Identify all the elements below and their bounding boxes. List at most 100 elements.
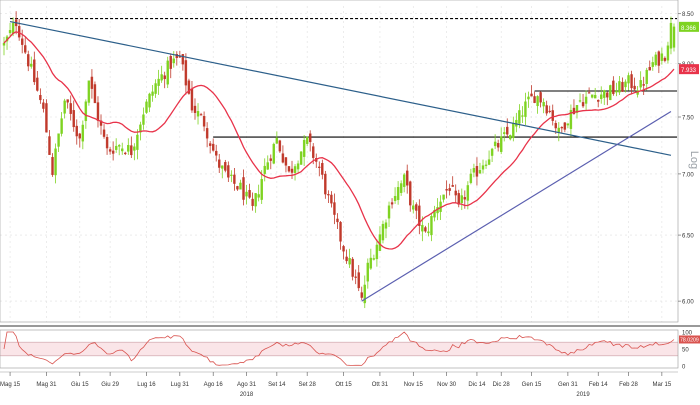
candle-body bbox=[290, 168, 294, 173]
candle-body bbox=[536, 96, 539, 107]
x-tick-label: Ago 16 bbox=[204, 382, 224, 388]
candle-body bbox=[639, 80, 642, 88]
oscillator-tick-label: 0 bbox=[682, 365, 686, 371]
candle-body bbox=[169, 56, 172, 69]
x-tick-label: Gen 15 bbox=[522, 382, 542, 388]
plot-frame bbox=[0, 0, 679, 323]
candle-body bbox=[269, 158, 272, 161]
candle-body bbox=[351, 258, 354, 277]
candle-body bbox=[651, 62, 654, 67]
candle-body bbox=[506, 126, 509, 135]
oscillator-tag-bg bbox=[679, 335, 700, 344]
candle-body bbox=[645, 69, 648, 85]
candle-body bbox=[84, 101, 88, 122]
log-scale-mark: Log bbox=[688, 151, 700, 169]
candle-body bbox=[366, 262, 370, 282]
candle-body bbox=[184, 60, 188, 86]
candle-body bbox=[618, 81, 621, 93]
candle-body bbox=[154, 83, 157, 94]
candle-body bbox=[487, 159, 491, 165]
trendline-down bbox=[9, 20, 672, 156]
y-tick-label: 7.50 bbox=[682, 115, 694, 121]
x-tick-label: Set 28 bbox=[298, 382, 316, 388]
x-tick-label: Lug 31 bbox=[171, 382, 190, 388]
candle-body bbox=[521, 115, 524, 117]
candle-body bbox=[17, 26, 21, 38]
candle-body bbox=[305, 136, 309, 144]
candle-body bbox=[545, 105, 548, 114]
candle-body bbox=[542, 102, 545, 107]
candle-body bbox=[478, 170, 482, 174]
candle-body bbox=[472, 168, 476, 173]
candle-body bbox=[57, 133, 60, 147]
horizontal-levels bbox=[10, 18, 678, 138]
candle-body bbox=[69, 103, 72, 114]
candle-body bbox=[593, 94, 597, 99]
candle-body bbox=[181, 54, 185, 65]
candle-body bbox=[281, 153, 285, 163]
candle-body bbox=[199, 114, 203, 116]
candle-body bbox=[187, 80, 191, 94]
candle-body bbox=[357, 272, 360, 289]
grid-lines bbox=[0, 0, 679, 323]
candle-body bbox=[160, 74, 163, 81]
candle-body bbox=[136, 134, 139, 150]
candle-body bbox=[127, 145, 130, 152]
candle-body bbox=[402, 174, 406, 187]
candle-body bbox=[275, 137, 279, 144]
x-tick-label: Giu 29 bbox=[101, 382, 119, 388]
candle-body bbox=[393, 195, 397, 202]
candle-body bbox=[454, 190, 457, 196]
candle-body bbox=[172, 58, 175, 64]
candle-body bbox=[66, 99, 69, 103]
candle-body bbox=[575, 105, 579, 113]
candle-body bbox=[260, 178, 263, 200]
candle-body bbox=[530, 93, 533, 97]
candle-body bbox=[142, 114, 145, 125]
candle-body bbox=[406, 170, 409, 186]
candle-body bbox=[333, 202, 336, 215]
candle-body bbox=[606, 92, 609, 98]
candle-body bbox=[148, 93, 151, 108]
candle-body bbox=[533, 96, 536, 103]
candle-body bbox=[451, 185, 454, 187]
candle-body bbox=[354, 276, 357, 278]
candle-body bbox=[475, 166, 479, 177]
candle-body bbox=[251, 198, 254, 206]
y-tick-label: 6.00 bbox=[682, 300, 694, 306]
candle-body bbox=[630, 74, 633, 89]
candle-body bbox=[484, 164, 488, 166]
candle-body bbox=[490, 148, 494, 156]
candle-body bbox=[421, 224, 424, 232]
candle-body bbox=[293, 166, 297, 173]
oscillator-band bbox=[0, 342, 678, 356]
candle-body bbox=[190, 88, 194, 111]
candle-body bbox=[302, 139, 306, 157]
candle-body bbox=[163, 75, 166, 80]
candle-body bbox=[157, 78, 160, 86]
candle-body bbox=[433, 209, 436, 218]
candle-body bbox=[230, 174, 233, 176]
candle-body bbox=[499, 136, 503, 152]
candle-body bbox=[236, 186, 239, 190]
candle-body bbox=[481, 165, 485, 170]
candle-body bbox=[597, 99, 600, 102]
candle-body bbox=[563, 122, 567, 130]
candle-body bbox=[208, 143, 212, 146]
candle-body bbox=[78, 133, 81, 139]
candle-body bbox=[375, 244, 379, 260]
oscillator-frame bbox=[0, 329, 679, 369]
candle-body bbox=[90, 76, 94, 89]
candle-body bbox=[93, 84, 97, 104]
y-tick-label: 8.50 bbox=[682, 12, 694, 18]
candle-body bbox=[81, 124, 85, 142]
candle-body bbox=[642, 84, 645, 86]
candle-body bbox=[133, 146, 136, 151]
candle-body bbox=[233, 174, 236, 184]
candle-body bbox=[360, 292, 363, 298]
ma-line bbox=[3, 31, 675, 250]
candle-body bbox=[63, 100, 66, 114]
trendlines bbox=[9, 20, 672, 302]
candle-body bbox=[621, 81, 624, 92]
candle-body bbox=[369, 257, 373, 269]
